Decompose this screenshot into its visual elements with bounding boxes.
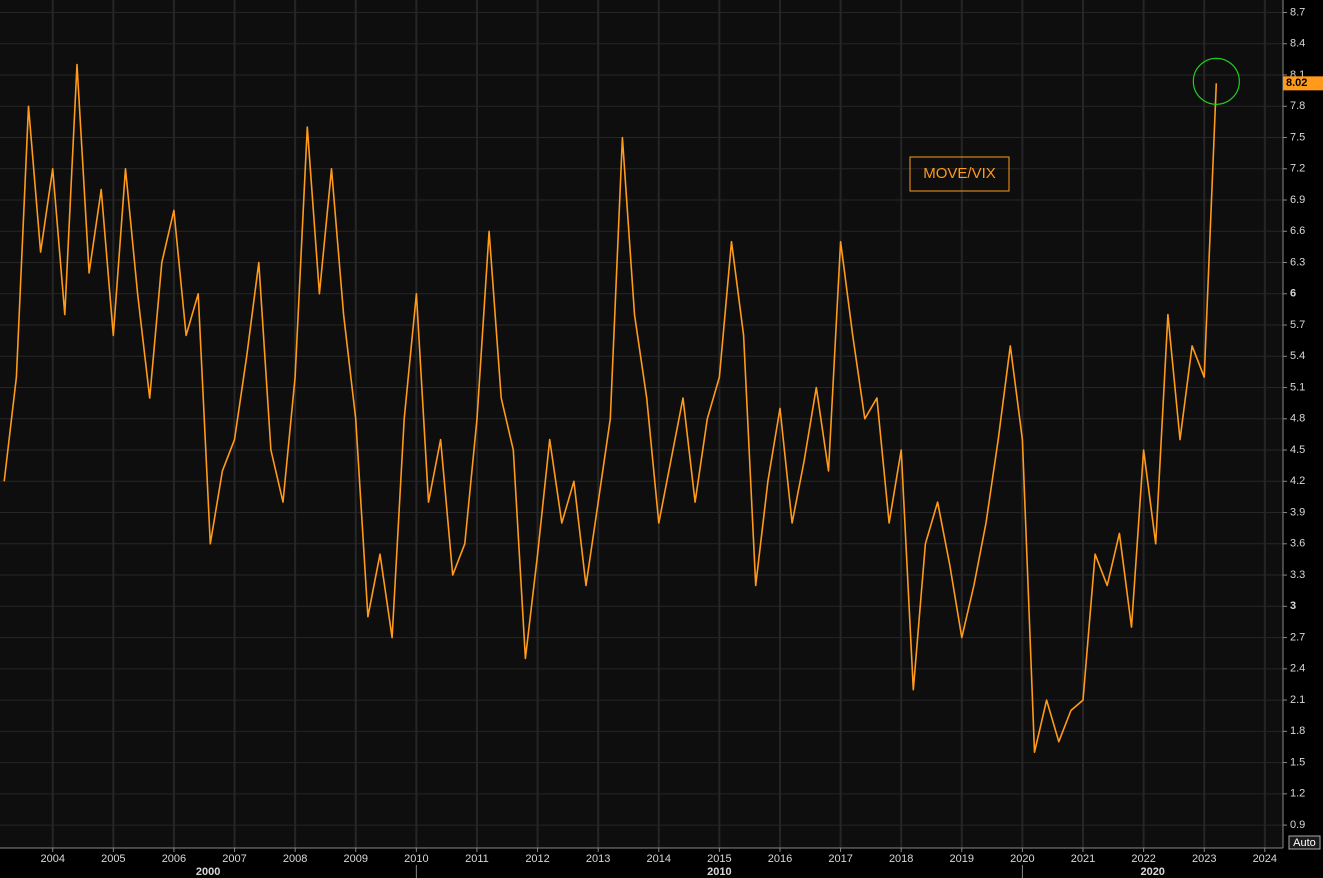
x-tick-label: 2010 <box>404 853 428 865</box>
y-tick-label: 6.9 <box>1290 194 1305 206</box>
x-tick-label: 2009 <box>344 853 368 865</box>
y-tick-label: 1.2 <box>1290 788 1305 800</box>
decade-label: 2010 <box>707 866 731 878</box>
x-tick-label: 2014 <box>647 853 671 865</box>
x-tick-label: 2015 <box>707 853 731 865</box>
y-tick-label: 1.5 <box>1290 756 1305 768</box>
last-value-box <box>1283 76 1323 91</box>
annotation-box <box>909 156 1010 192</box>
y-tick-label: 3.9 <box>1290 506 1305 518</box>
y-tick-label: 8.4 <box>1290 38 1305 50</box>
plot-area <box>0 0 1283 848</box>
y-tick-label: 2.7 <box>1290 631 1305 643</box>
y-tick-label: 5.4 <box>1290 350 1305 362</box>
grid <box>0 0 1283 848</box>
x-tick-label: 2017 <box>828 853 852 865</box>
x-tick-label: 2012 <box>525 853 549 865</box>
x-tick-label: 2020 <box>1010 853 1034 865</box>
x-tick-label: 2018 <box>889 853 913 865</box>
x-tick-label: 2007 <box>222 853 246 865</box>
y-tick-label: 7.5 <box>1290 131 1305 143</box>
y-tick-label: 4.8 <box>1290 413 1305 425</box>
y-tick-label: 6 <box>1290 288 1296 300</box>
highlight-circle <box>1192 57 1240 105</box>
y-tick-label: 5.7 <box>1290 319 1305 331</box>
x-tick-label: 2024 <box>1253 853 1277 865</box>
y-tick-label: 2.4 <box>1290 663 1305 675</box>
y-tick-label: 3.6 <box>1290 538 1305 550</box>
y-tick-label: 7.2 <box>1290 163 1305 175</box>
x-tick-label: 2022 <box>1131 853 1155 865</box>
y-tick-label: 5.1 <box>1290 381 1305 393</box>
x-tick-label: 2021 <box>1071 853 1095 865</box>
y-tick-label: 0.9 <box>1290 819 1305 831</box>
x-tick-label: 2011 <box>465 853 489 865</box>
y-tick-label: 7.8 <box>1290 100 1305 112</box>
x-tick-label: 2023 <box>1192 853 1216 865</box>
x-tick-label: 2005 <box>101 853 125 865</box>
y-tick-label: 8.7 <box>1290 6 1305 18</box>
decade-label: 2020 <box>1140 866 1164 878</box>
x-tick-label: 2019 <box>950 853 974 865</box>
plot <box>3 63 1218 753</box>
x-tick-label: 2016 <box>768 853 792 865</box>
auto-button[interactable] <box>1288 835 1321 850</box>
y-tick-label: 3.3 <box>1290 569 1305 581</box>
decade-label: 2000 <box>196 866 220 878</box>
y-tick-label: 4.2 <box>1290 475 1305 487</box>
last-value-label: 8.02 <box>1286 77 1307 89</box>
x-tick-label: 2008 <box>283 853 307 865</box>
y-tick-label: 3 <box>1290 600 1296 612</box>
y-tick-label: 6.3 <box>1290 256 1305 268</box>
y-tick-label: 6.6 <box>1290 225 1305 237</box>
annotation: MOVE/VIX <box>923 165 996 182</box>
y-tick-label: 4.5 <box>1290 444 1305 456</box>
series-line <box>3 63 1218 753</box>
y-tick-label: 1.8 <box>1290 725 1305 737</box>
x-tick-label: 2013 <box>586 853 610 865</box>
y-tick-label: 2.1 <box>1290 694 1305 706</box>
x-tick-label: 2006 <box>162 853 186 865</box>
auto-label[interactable]: Auto <box>1293 837 1316 849</box>
x-tick-label: 2004 <box>40 853 64 865</box>
